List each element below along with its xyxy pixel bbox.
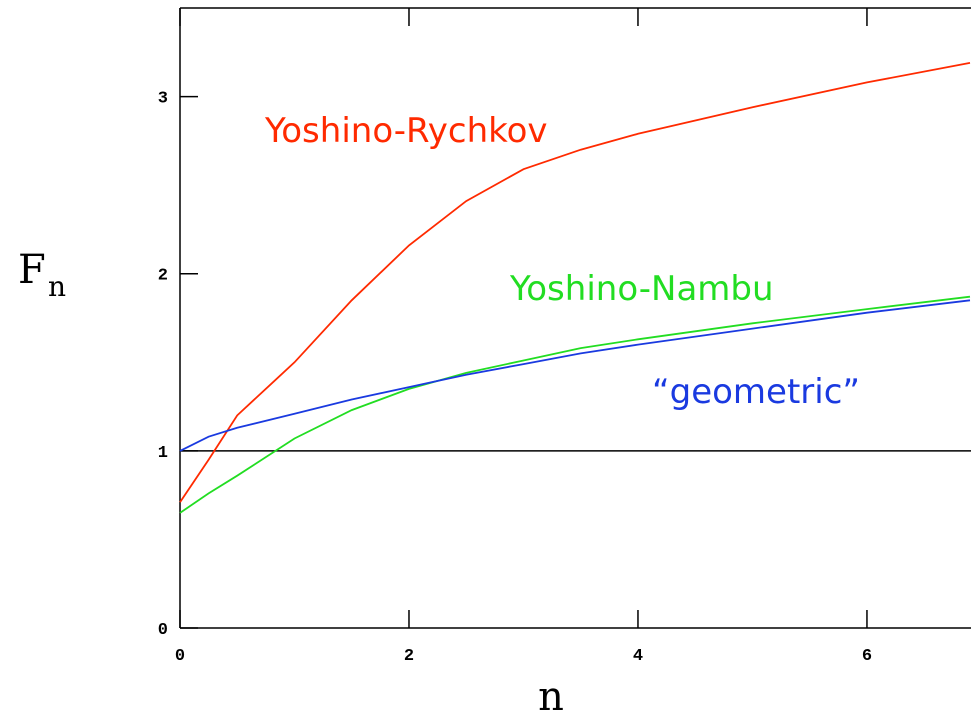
x-axis-label: n [538,674,564,720]
series-label: “geometric” [652,372,860,412]
y-tick-label: 3 [158,90,168,109]
x-tick-label: 6 [862,647,872,666]
y-axis-label: F [18,247,46,293]
series-line [179,62,971,503]
x-tick-label: 4 [633,647,643,666]
series-label: Yoshino-Nambu [509,269,774,309]
x-tick-label: 2 [404,647,414,666]
y-tick-label: 0 [158,621,168,640]
series-line [179,295,971,514]
y-axis-label-subscript: n [48,270,66,303]
x-tick-label: 0 [175,647,185,666]
y-tick-label: 1 [158,444,168,463]
y-tick-label: 2 [158,267,168,286]
series-label: Yoshino-Rychkov [264,111,548,151]
series-line [179,299,971,452]
